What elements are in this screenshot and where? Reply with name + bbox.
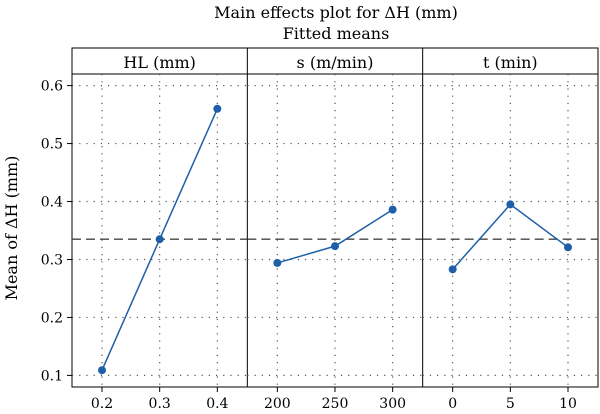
x-tick-label: 0.3 (149, 396, 171, 412)
y-tick-label: 0.1 (41, 368, 63, 384)
panel-header: s (m/min) (297, 53, 374, 72)
y-tick-label: 0.2 (41, 310, 63, 326)
plot-area: 0.1 0.2 0.3 0.4 0.5 0.6 HL (mm) 0.2 0.3 0.4 s (m/m… (41, 47, 599, 412)
chart-frame (71, 47, 599, 388)
data-point (155, 235, 164, 244)
x-tick-label: 0.2 (91, 396, 113, 412)
x-tick-label: 10 (559, 396, 577, 412)
series-line (452, 203, 569, 270)
x-tick-label: 250 (322, 396, 349, 412)
data-point (564, 243, 572, 252)
y-tick-label: 0.4 (41, 195, 63, 211)
data-point (388, 205, 397, 214)
y-tick-label: 0.6 (41, 79, 63, 95)
chart-title: Main effects plot for ΔH (mm) (214, 3, 458, 22)
x-tick-label: 300 (379, 396, 406, 412)
chart-subtitle: Fitted means (283, 24, 390, 43)
data-point (273, 258, 282, 267)
x-tick-label: 0.4 (206, 396, 228, 412)
y-tick-label: 0.3 (41, 252, 63, 268)
panel-header: HL (mm) (123, 53, 196, 72)
y-axis-label: Mean of ΔH (mm) (2, 156, 21, 301)
x-tick-label: 200 (264, 396, 291, 412)
y-tick-label: 0.5 (41, 137, 63, 153)
data-point (506, 200, 515, 209)
x-tick-label: 0 (448, 396, 457, 412)
x-tick-label: 5 (506, 396, 515, 412)
data-point (331, 242, 339, 251)
data-point (98, 366, 106, 375)
panel-header: t (min) (483, 53, 538, 72)
data-point (213, 104, 222, 113)
data-point (448, 265, 457, 274)
